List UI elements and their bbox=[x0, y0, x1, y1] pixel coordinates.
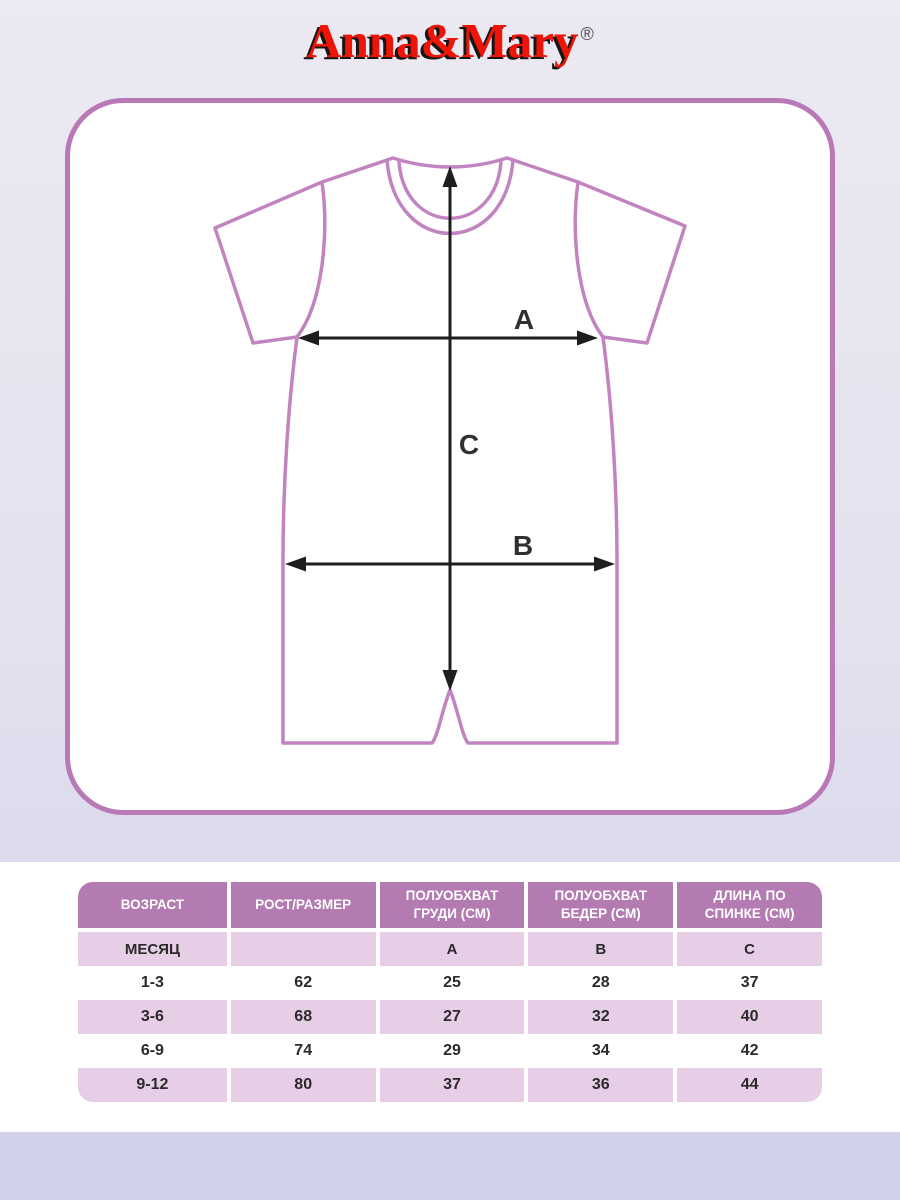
size-diagram-card: A B C bbox=[65, 98, 835, 815]
cell-back-length: 42 bbox=[673, 1034, 822, 1068]
cell-age: 3-6 bbox=[78, 1000, 227, 1034]
brand-header: Anna&Mary ® bbox=[0, 14, 900, 68]
cell-height: 68 bbox=[226, 1000, 376, 1034]
romper-right-sleeve bbox=[576, 180, 687, 345]
diagram-label-c: C bbox=[459, 429, 479, 460]
subheader-b: B bbox=[524, 932, 674, 966]
col-header-age: ВОЗРАСТ bbox=[78, 882, 227, 932]
subheader-month: МЕСЯЦ bbox=[78, 932, 227, 966]
cell-age: 6-9 bbox=[78, 1034, 227, 1068]
subheader-a: A bbox=[375, 932, 525, 966]
table-row: 3-6 68 27 32 40 bbox=[78, 1000, 822, 1034]
romper-measurement-diagram: A B C bbox=[213, 156, 687, 745]
measurement-arrow-c bbox=[442, 166, 458, 691]
cell-chest: 25 bbox=[375, 966, 525, 1000]
cell-hips: 32 bbox=[524, 1000, 674, 1034]
cell-back-length: 37 bbox=[673, 966, 822, 1000]
col-header-back-length: ДЛИНА ПО СПИНКЕ (СМ) bbox=[673, 882, 822, 932]
cell-hips: 36 bbox=[524, 1068, 674, 1102]
cell-chest: 37 bbox=[375, 1068, 525, 1102]
diagram-label-b: B bbox=[513, 530, 533, 561]
table-row: 9-12 80 37 36 44 bbox=[78, 1068, 822, 1102]
brand-logo-text: Anna&Mary bbox=[306, 13, 579, 68]
col-header-hips: ПОЛУОБХВАТ БЕДЕР (СМ) bbox=[524, 882, 674, 932]
romper-left-sleeve bbox=[213, 180, 324, 345]
cell-back-length: 40 bbox=[673, 1000, 822, 1034]
registered-trademark-icon: ® bbox=[580, 23, 594, 44]
table-row: 1-3 62 25 28 37 bbox=[78, 966, 822, 1000]
table-subheader-row: МЕСЯЦ A B C bbox=[78, 932, 822, 966]
measurement-arrow-a bbox=[298, 330, 598, 346]
brand-logo: Anna&Mary ® bbox=[306, 14, 593, 68]
size-table: ВОЗРАСТ РОСТ/РАЗМЕР ПОЛУОБХВАТ ГРУДИ (СМ… bbox=[78, 882, 822, 1102]
cell-height: 62 bbox=[226, 966, 376, 1000]
cell-height: 74 bbox=[226, 1034, 376, 1068]
col-header-chest: ПОЛУОБХВАТ ГРУДИ (СМ) bbox=[375, 882, 525, 932]
cell-chest: 27 bbox=[375, 1000, 525, 1034]
cell-back-length: 44 bbox=[673, 1068, 822, 1102]
col-header-height-size: РОСТ/РАЗМЕР bbox=[226, 882, 376, 932]
diagram-label-a: A bbox=[514, 304, 534, 335]
cell-hips: 28 bbox=[524, 966, 674, 1000]
cell-hips: 34 bbox=[524, 1034, 674, 1068]
subheader-c: C bbox=[673, 932, 822, 966]
cell-age: 1-3 bbox=[78, 966, 227, 1000]
table-header-row: ВОЗРАСТ РОСТ/РАЗМЕР ПОЛУОБХВАТ ГРУДИ (СМ… bbox=[78, 882, 822, 932]
cell-height: 80 bbox=[226, 1068, 376, 1102]
table-row: 6-9 74 29 34 42 bbox=[78, 1034, 822, 1068]
cell-chest: 29 bbox=[375, 1034, 525, 1068]
cell-age: 9-12 bbox=[78, 1068, 227, 1102]
subheader-empty bbox=[226, 932, 376, 966]
